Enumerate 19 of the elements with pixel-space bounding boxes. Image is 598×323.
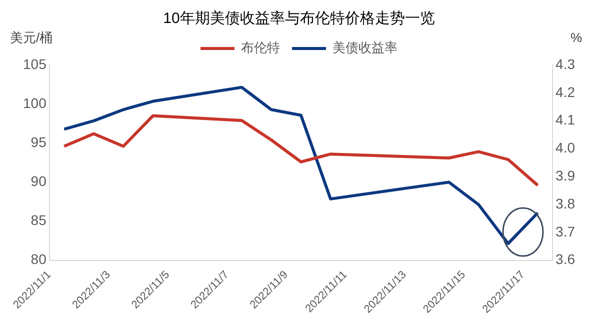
chart-title: 10年期美债收益率与布伦特价格走势一览 xyxy=(163,10,435,28)
y-tick-label: 80 xyxy=(30,251,47,268)
y2-tick-label: 3.6 xyxy=(556,251,576,268)
y2-tick-label: 3.9 xyxy=(556,167,576,184)
y2-tick-label: 3.8 xyxy=(556,195,576,212)
y-tick-label: 90 xyxy=(30,173,47,190)
y-tick-label: 105 xyxy=(23,56,47,72)
y-tick-label: 95 xyxy=(30,134,47,150)
y2-axis-title: % xyxy=(570,30,582,46)
y2-tick-label: 3.7 xyxy=(556,223,576,240)
y-tick-label: 85 xyxy=(30,212,47,228)
y-axis-title: 美元/桶 xyxy=(10,30,53,46)
y-tick-label: 100 xyxy=(23,94,47,111)
legend-label: 布伦特 xyxy=(241,40,280,56)
y2-tick-label: 4.1 xyxy=(556,112,576,128)
y2-tick-label: 4.2 xyxy=(556,84,576,100)
legend-label: 美债收益率 xyxy=(332,40,398,56)
y2-tick-label: 4.0 xyxy=(556,140,576,156)
y2-tick-label: 4.3 xyxy=(556,56,576,72)
